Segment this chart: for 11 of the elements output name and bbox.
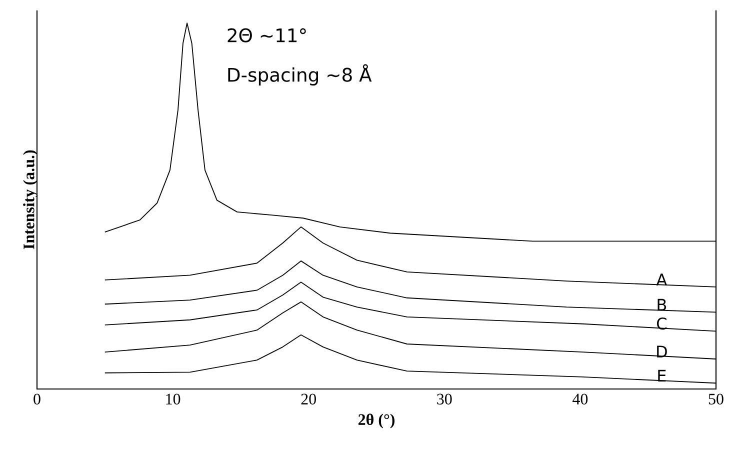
- x-tick-label: 40: [572, 394, 588, 404]
- series-label: A: [656, 274, 668, 286]
- x-axis-title: 2θ (°): [358, 414, 394, 428]
- y-axis-title: Intensity (a.u.): [23, 150, 38, 250]
- x-tick-label: 10: [166, 394, 180, 404]
- x-tick-label: 0: [34, 394, 40, 404]
- x-tick-label: 20: [301, 394, 316, 404]
- x-tick-label: 30: [437, 394, 452, 404]
- annotation: 2Θ ~11°: [228, 28, 306, 42]
- annotation: D-spacing ~8 Å: [228, 64, 372, 86]
- x-tick-label: 50: [708, 394, 724, 404]
